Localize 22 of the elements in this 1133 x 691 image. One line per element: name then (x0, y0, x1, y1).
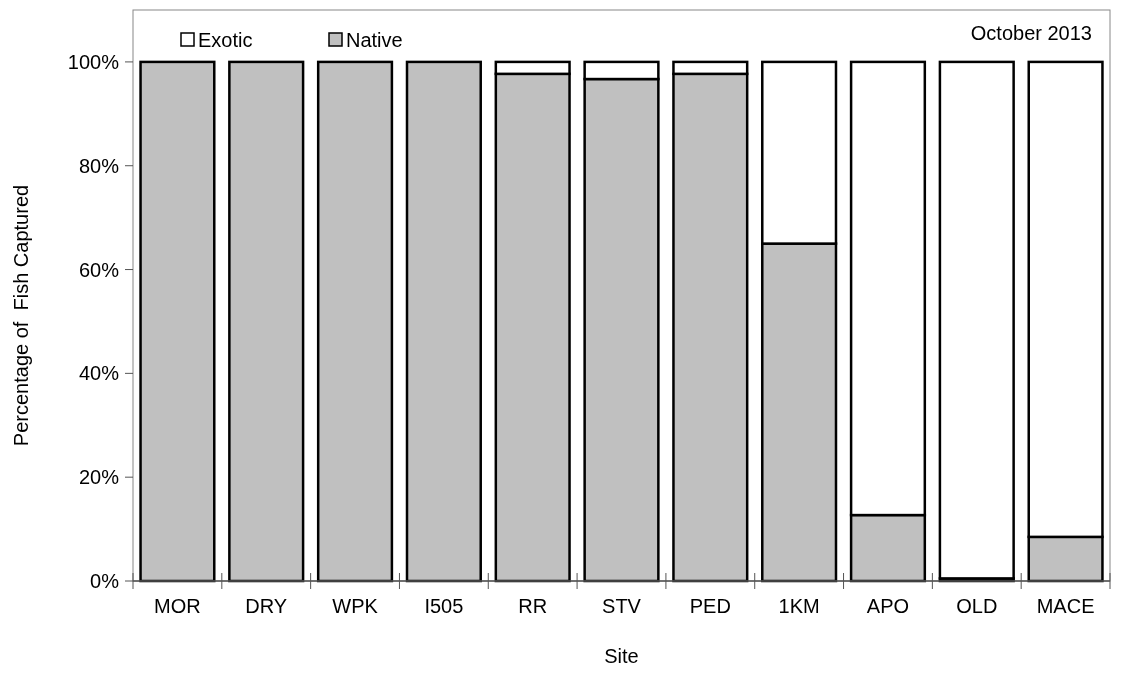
x-tick-label: MOR (154, 595, 201, 617)
x-tick-label: STV (602, 595, 642, 617)
x-tick-label: I505 (424, 595, 464, 617)
x-axis-title: Site (604, 645, 639, 667)
x-tick-label: MACE (1036, 595, 1095, 617)
y-tick-label: 80% (78, 154, 120, 177)
x-tick-label: WPK (332, 595, 379, 617)
annotation: October 2013 (970, 22, 1092, 44)
y-tick-label: 0% (90, 570, 120, 592)
x-tick-label: PED (689, 595, 731, 617)
x-tick-label: RR (518, 595, 548, 617)
legend-label: Exotic (198, 29, 253, 51)
y-tick-label: 40% (78, 362, 120, 385)
y-axis-title: Percentage of Fish Captured (10, 184, 32, 447)
x-tick-label: OLD (956, 595, 998, 617)
legend-label: Native (346, 29, 403, 51)
y-tick-label: 20% (78, 466, 120, 489)
x-tick-label: 1KM (778, 595, 820, 617)
x-tick-label: APO (866, 595, 910, 617)
x-tick-label: DRY (245, 595, 288, 617)
y-tick-label: 100% (67, 50, 120, 73)
y-tick-label: 60% (78, 258, 120, 281)
